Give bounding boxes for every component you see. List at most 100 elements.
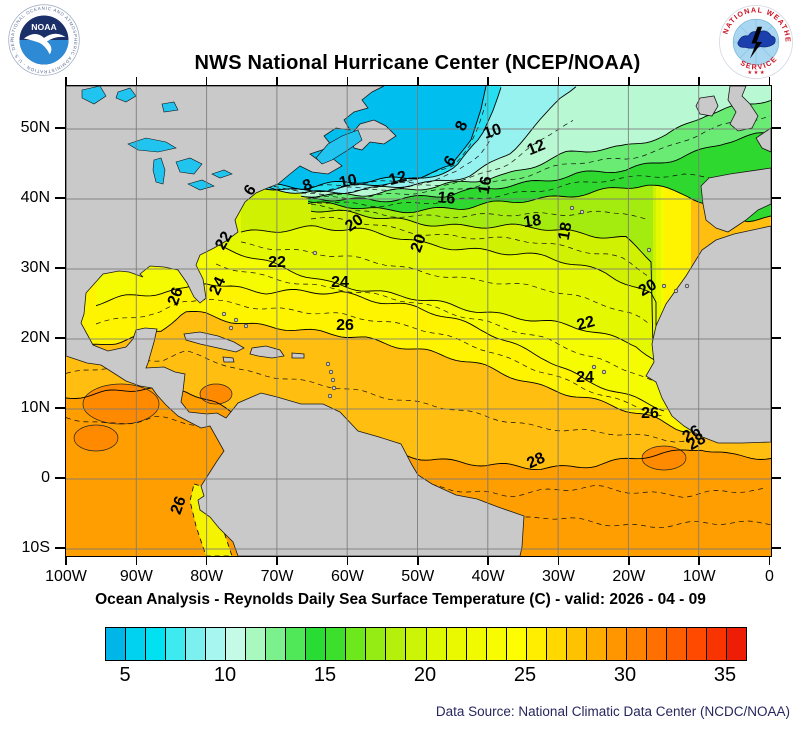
- x-tick-label-0: 100W: [45, 568, 87, 585]
- x-tick-top-5: [416, 77, 419, 85]
- colorbar-cell-28: [585, 628, 606, 660]
- land-africa: [645, 225, 771, 444]
- x-tick-bottom-1: [135, 556, 138, 565]
- x-tick-bottom-5: [416, 556, 419, 565]
- colorbar-tick-label-20: 20: [413, 664, 437, 686]
- contour-label-17: 22: [575, 313, 597, 334]
- x-tick-label-10: 0: [765, 568, 774, 585]
- x-tick-bottom-7: [557, 556, 560, 565]
- page-title: NWS National Hurricane Center (NCEP/NOAA…: [194, 52, 641, 74]
- x-tick-label-5: 50W: [401, 568, 435, 585]
- dashed-contour-mid-7: [305, 115, 771, 200]
- colorbar-cell-11: [245, 628, 266, 660]
- land-cuba: [183, 331, 245, 353]
- warm-eddy-2: [199, 383, 233, 405]
- lake-5: [315, 129, 363, 165]
- x-tick-bottom-4: [346, 556, 349, 565]
- dashed-contour-mid-10: [237, 102, 487, 191]
- nws-logo: NATIONAL WEATHER SERVICE ★ ★ ★: [718, 4, 793, 79]
- contour-label-3: 12: [387, 168, 409, 189]
- island-dot-12: [646, 247, 652, 253]
- land-iberia: [700, 167, 771, 233]
- x-tick-top-1: [135, 77, 138, 85]
- colorbar: [105, 627, 747, 661]
- contour-label-10: 18: [522, 212, 542, 231]
- contour-line-8: [237, 87, 502, 193]
- colorbar-cell-7: [165, 628, 186, 660]
- x-tick-top-2: [205, 77, 208, 85]
- island-dot-2: [243, 323, 249, 329]
- contour-label-19: 24: [331, 274, 349, 291]
- x-tick-top-3: [276, 77, 278, 85]
- contour-label-15: 22: [212, 229, 236, 253]
- island-dot-1: [233, 317, 239, 323]
- x-tick-label-1: 90W: [119, 568, 153, 585]
- colorbar-tick-label-35: 35: [713, 664, 737, 686]
- land-britain: [727, 86, 759, 132]
- colorbar-tick-label-25: 25: [513, 664, 537, 686]
- lake-3: [187, 179, 215, 191]
- y-tick-left-2: [55, 267, 65, 269]
- colorbar-cell-19: [405, 628, 426, 660]
- colorbar-cell-8: [185, 628, 206, 660]
- colorbar-cell-14: [305, 628, 326, 660]
- x-tick-top-9: [698, 77, 700, 85]
- colorbar-cell-13: [285, 628, 306, 660]
- contour-line-12: [300, 99, 771, 198]
- colorbar-cell-24: [505, 628, 526, 660]
- x-tick-bottom-3: [276, 556, 278, 565]
- land-france: [755, 127, 771, 153]
- contour-label-6: 10: [482, 121, 504, 143]
- dashed-contour-extra-2: [66, 416, 195, 426]
- colorbar-cell-5: [125, 628, 146, 660]
- x-tick-label-3: 70W: [260, 568, 294, 585]
- x-tick-label-9: 10W: [682, 568, 716, 585]
- contour-label-26: 28: [524, 449, 547, 472]
- contour-line-18: [310, 209, 654, 348]
- colorbar-cell-31: [645, 628, 666, 660]
- dashed-contour-mid-4: [310, 217, 648, 276]
- island-dot-5: [328, 369, 334, 375]
- y-tick-right-4: [771, 407, 781, 409]
- contour-label-13: 20: [408, 232, 430, 255]
- y-tick-label-3: 20N: [20, 329, 50, 346]
- contour-line-14: [305, 132, 771, 203]
- colorbar-tick-label-10: 10: [213, 664, 237, 686]
- island-dot-8: [327, 393, 333, 399]
- island-dot-0: [221, 311, 227, 317]
- colorbar-cell-17: [365, 628, 386, 660]
- lake-8: [161, 101, 179, 113]
- colorbar-cell-29: [605, 628, 626, 660]
- colorbar-cell-6: [145, 628, 166, 660]
- island-dot-6: [330, 377, 336, 383]
- contour-line-20: [240, 225, 657, 370]
- colorbar-cell-32: [665, 628, 686, 660]
- y-tick-label-2: 30N: [20, 259, 50, 276]
- island-dot-13: [661, 283, 667, 289]
- x-tick-bottom-6: [487, 556, 489, 565]
- colorbar-cell-21: [445, 628, 466, 660]
- dashed-contour-mid-5: [310, 203, 648, 220]
- contour-label-21: 26: [165, 285, 187, 308]
- x-tick-label-4: 60W: [330, 568, 364, 585]
- colorbar-tick-label-30: 30: [613, 664, 637, 686]
- x-tick-bottom-2: [205, 556, 208, 565]
- colorbar-cell-25: [525, 628, 546, 660]
- lake-6: [81, 86, 107, 105]
- contour-line-16: [307, 184, 771, 223]
- x-tick-top-0: [65, 77, 67, 85]
- colorbar-cell-12: [265, 628, 286, 660]
- map-frame: 6 8 10 12 6 8 10 12 16 16 18 18 20 20 20 22 22 22 24 24 24 26…: [65, 85, 772, 557]
- island-dot-4: [325, 361, 331, 367]
- contour-line-28: [66, 386, 771, 471]
- island-dot-17: [601, 369, 607, 375]
- colorbar-cell-26: [545, 628, 566, 660]
- dashed-contour-mid-2: [215, 263, 657, 383]
- contour-line-22: [215, 243, 662, 365]
- contour-label-23: 26: [641, 405, 659, 422]
- lake-2: [175, 157, 203, 175]
- y-tick-left-1: [55, 197, 65, 199]
- colorbar-cell-18: [385, 628, 406, 660]
